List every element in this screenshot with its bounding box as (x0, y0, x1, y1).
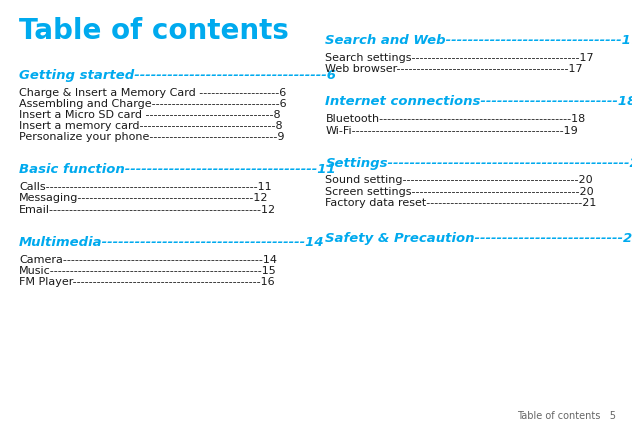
Text: Music-----------------------------------------------------15: Music-----------------------------------… (19, 266, 277, 276)
Text: Assembling and Charge--------------------------------6: Assembling and Charge-------------------… (19, 99, 286, 109)
Text: FM Player-----------------------------------------------16: FM Player-------------------------------… (19, 277, 274, 287)
Text: Table of contents   5: Table of contents 5 (517, 411, 616, 421)
Text: Getting started-----------------------------------6: Getting started-------------------------… (19, 69, 336, 82)
Text: Personalize your phone--------------------------------9: Personalize your phone------------------… (19, 132, 284, 142)
Text: Insert a Micro SD card --------------------------------8: Insert a Micro SD card -----------------… (19, 110, 281, 120)
Text: Bluetooth------------------------------------------------18: Bluetooth-------------------------------… (325, 114, 586, 124)
Text: Table of contents: Table of contents (19, 17, 289, 45)
Text: Messaging--------------------------------------------12: Messaging-------------------------------… (19, 194, 269, 203)
Text: Screen settings------------------------------------------20: Screen settings-------------------------… (325, 187, 594, 197)
Text: Search and Web--------------------------------17: Search and Web--------------------------… (325, 34, 632, 47)
Text: Safety & Precaution---------------------------22: Safety & Precaution---------------------… (325, 232, 632, 245)
Text: Wi-Fi-----------------------------------------------------19: Wi-Fi-----------------------------------… (325, 126, 578, 135)
Text: Charge & Insert a Memory Card --------------------6: Charge & Insert a Memory Card ----------… (19, 88, 286, 98)
Text: Search settings------------------------------------------17: Search settings-------------------------… (325, 53, 594, 63)
Text: Sound setting--------------------------------------------20: Sound setting---------------------------… (325, 175, 593, 185)
Text: Email-----------------------------------------------------12: Email-----------------------------------… (19, 205, 276, 215)
Text: Web browser-------------------------------------------17: Web browser-----------------------------… (325, 64, 583, 74)
Text: Camera--------------------------------------------------14: Camera----------------------------------… (19, 255, 277, 264)
Text: Internet connections-------------------------18: Internet connections--------------------… (325, 95, 632, 108)
Text: Multimedia-------------------------------------14: Multimedia------------------------------… (19, 236, 325, 249)
Text: Factory data reset---------------------------------------21: Factory data reset----------------------… (325, 198, 597, 208)
Text: Basic function-----------------------------------11: Basic function--------------------------… (19, 163, 336, 176)
Text: Insert a memory card----------------------------------8: Insert a memory card--------------------… (19, 121, 283, 131)
Text: Calls-----------------------------------------------------11: Calls-----------------------------------… (19, 182, 272, 192)
Text: Settings--------------------------------------------20: Settings--------------------------------… (325, 157, 632, 169)
